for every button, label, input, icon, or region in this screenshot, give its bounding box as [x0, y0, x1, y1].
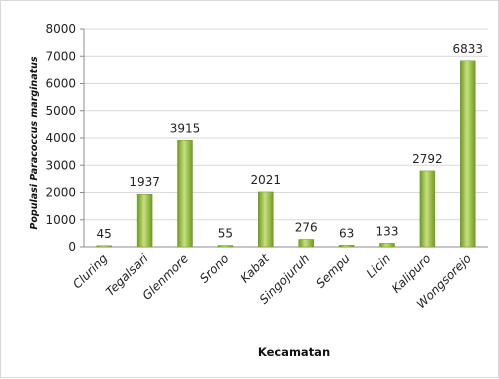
data-label: 2792 [412, 152, 443, 166]
bar-sempu [338, 245, 355, 248]
gridlines [84, 28, 488, 221]
y-tick-label: 8000 [45, 22, 76, 36]
x-axis-label: Kecamatan [258, 345, 330, 359]
y-tick-label: 0 [68, 240, 76, 254]
bars [96, 60, 476, 248]
y-tick-label: 6000 [45, 77, 76, 91]
data-label: 6833 [453, 42, 484, 56]
data-label: 276 [295, 220, 318, 234]
x-tick-label: Cluring [70, 251, 110, 291]
bar-licin [379, 243, 395, 248]
data-label: 3915 [170, 121, 201, 135]
data-label: 45 [97, 227, 112, 241]
bar-singojuruh [298, 239, 314, 248]
data-label: 2021 [251, 173, 282, 187]
bar-cluring [96, 245, 112, 248]
bar-glenmore [177, 140, 193, 248]
x-tick-label: Licin [364, 251, 393, 280]
y-tick-label: 3000 [45, 158, 76, 172]
data-label: 63 [339, 226, 354, 240]
bar-tegalsari [136, 193, 153, 248]
y-tick-label: 5000 [45, 104, 76, 118]
x-tick-label: Srono [197, 251, 232, 286]
y-tick-label: 2000 [45, 186, 76, 200]
data-labels: 45 1937 3915 55 2021 276 63 133 2792 6833 [97, 42, 484, 241]
bar-kabat [258, 191, 274, 248]
data-label: 1937 [129, 175, 160, 189]
bar-srono [217, 245, 234, 248]
y-axis-label: Populasi Paracoccus marginatus [29, 56, 40, 229]
data-label: 133 [376, 224, 399, 238]
bar-wongsorejo [460, 60, 476, 248]
y-tick-label: 1000 [45, 213, 76, 227]
bar-kalipuro [419, 170, 436, 248]
y-tick-label: 7000 [45, 49, 76, 63]
x-tick-label: Sempu [313, 251, 353, 291]
x-tick-label: Kabat [238, 250, 273, 285]
y-tick-label: 4000 [45, 131, 76, 145]
data-label: 55 [218, 227, 233, 241]
tick-labels: 0 1000 2000 3000 4000 5000 6000 7000 8000 Cluring… [45, 22, 473, 311]
